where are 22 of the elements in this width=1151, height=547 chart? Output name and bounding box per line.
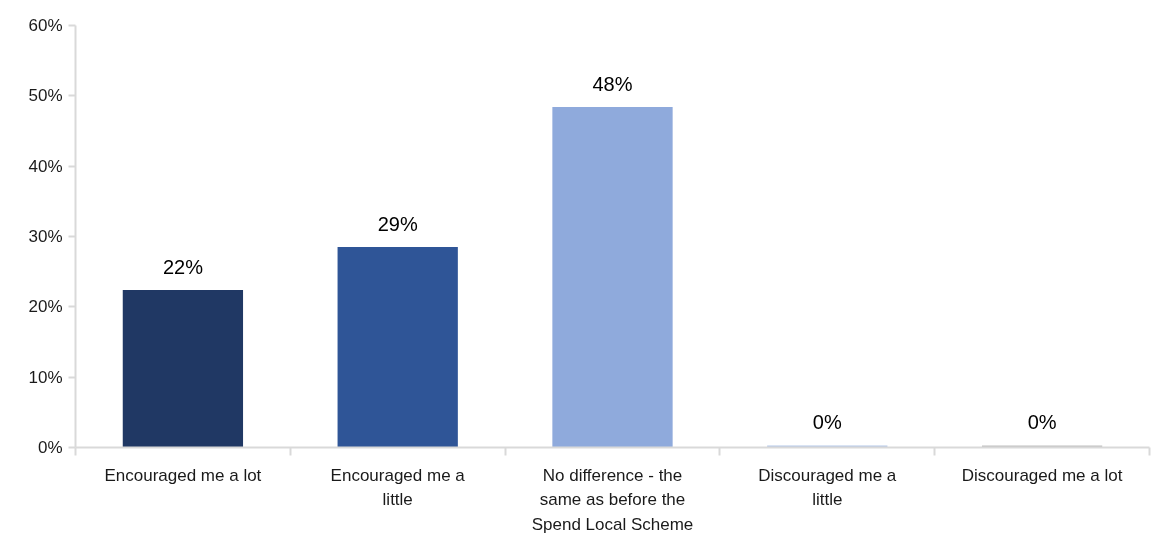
data-label: 48% — [592, 73, 633, 96]
bar — [981, 445, 1103, 448]
x-tick-label: No difference - the same as before the Spend Local Scheme — [531, 465, 694, 534]
y-tick-label: 60% — [28, 16, 63, 35]
y-tick-label: 10% — [28, 367, 63, 387]
x-tick-label: Encouraged me a little — [330, 465, 466, 510]
bar — [122, 289, 244, 448]
data-label: 0% — [1027, 411, 1057, 434]
data-label: 0% — [812, 411, 842, 434]
bar — [552, 107, 673, 448]
bar — [767, 445, 888, 448]
y-tick-label: 0% — [37, 438, 63, 457]
data-label: 29% — [377, 213, 418, 236]
bar — [337, 247, 458, 448]
x-tick-label: Discouraged me a little — [758, 465, 897, 510]
y-tick-label: 30% — [28, 227, 63, 246]
y-tick-label: 40% — [28, 156, 63, 176]
y-tick-label: 20% — [28, 297, 63, 317]
data-label: 22% — [162, 255, 204, 278]
x-tick-label: Discouraged me a lot — [961, 465, 1123, 485]
y-tick-label: 50% — [28, 86, 63, 106]
x-tick-label: Encouraged me a lot — [104, 465, 262, 485]
